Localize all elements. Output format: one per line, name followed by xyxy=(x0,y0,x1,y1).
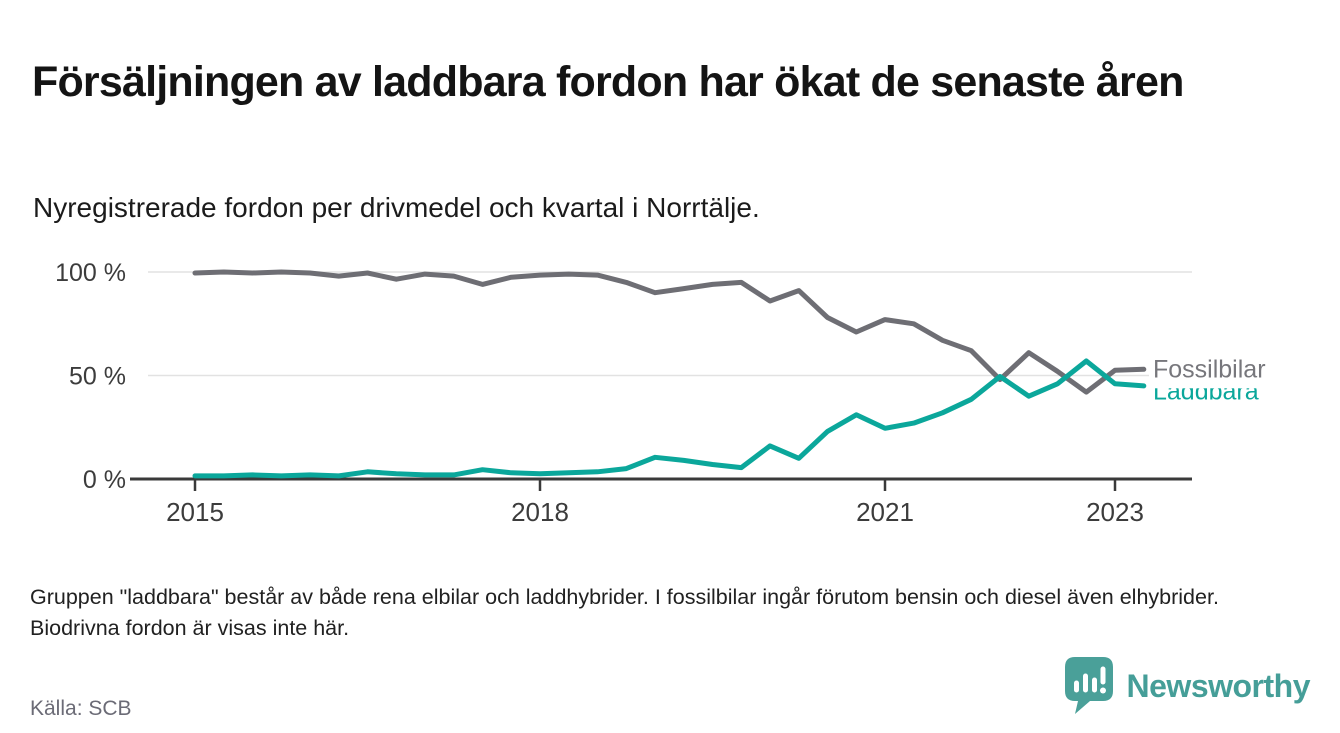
y-axis-tick-label: 50 % xyxy=(69,363,126,391)
x-axis-tick-label: 2021 xyxy=(856,497,914,527)
page-title: Försäljningen av laddbara fordon har öka… xyxy=(32,57,1184,106)
line-laddbara xyxy=(192,358,1147,479)
x-axis-tick-label: 2018 xyxy=(511,497,569,527)
y-axis-tick-label: 100 % xyxy=(55,259,126,287)
newsworthy-logo: Newsworthy xyxy=(1064,656,1311,716)
chart-subtitle: Nyregistrerade fordon per drivmedel och … xyxy=(33,192,760,223)
line-chart: 100 %50 %0 %2015 2018 2021 2023LaddbaraFoss… xyxy=(55,259,1301,527)
series-label-backing xyxy=(1149,354,1301,389)
x-axis-tick-label: 2023 xyxy=(1086,497,1144,527)
y-axis-tick-label: 0 % xyxy=(83,466,126,494)
newsworthy-logo-text: Newsworthy xyxy=(1126,667,1311,704)
series-label-fossilbilar: Fossilbilar xyxy=(1153,355,1266,383)
footnote: Gruppen "laddbara" består av både rena e… xyxy=(30,584,1219,641)
bar-chart-bubble-icon xyxy=(1064,657,1113,714)
x-axis-tick-label: 2015 xyxy=(166,497,224,527)
source-label: Källa: SCB xyxy=(30,697,132,720)
line-fossilbilar xyxy=(192,269,1147,395)
